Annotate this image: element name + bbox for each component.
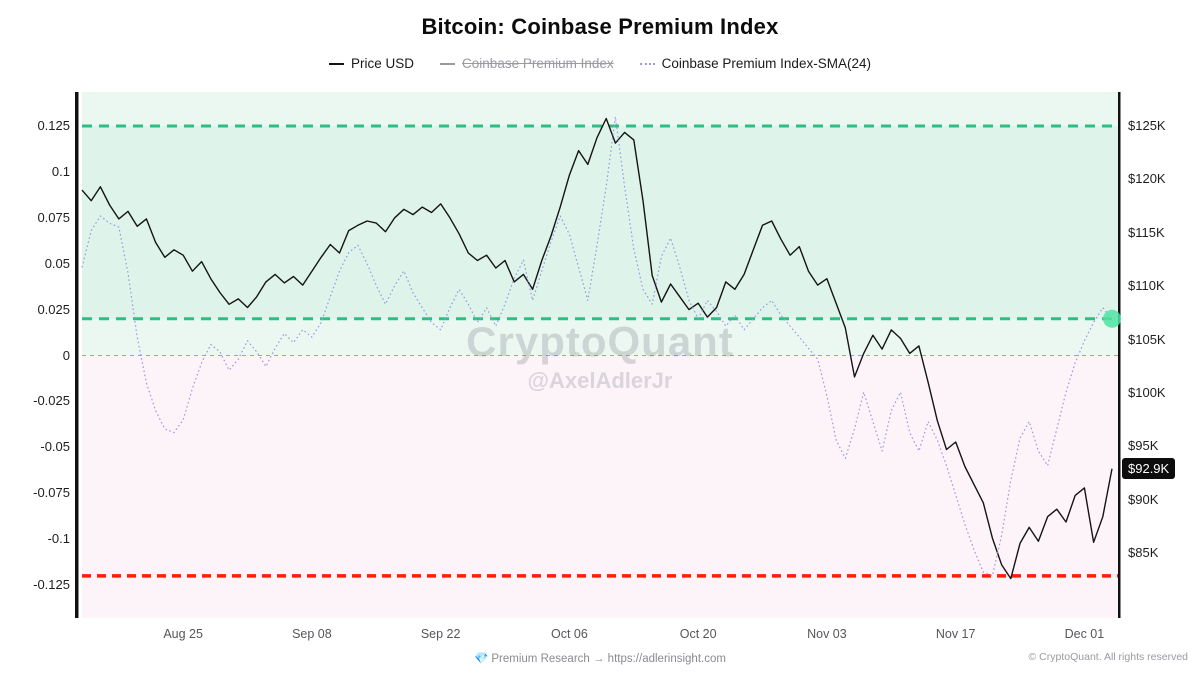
right-axis-tick: $85K: [1128, 545, 1159, 560]
left-axis-tick: 0.075: [37, 209, 70, 225]
x-axis-tick: Oct 20: [679, 627, 717, 641]
sma-line-swatch: [639, 62, 655, 65]
legend-item-premium-sma24[interactable]: Coinbase Premium Index-SMA(24): [639, 56, 871, 71]
right-axis-tick: $120K: [1128, 171, 1166, 187]
x-axis-tick: Aug 25: [163, 627, 203, 641]
current-price-badge: $92.9K: [1122, 457, 1176, 479]
series-line: [81, 116, 1113, 577]
x-axis-tick: Nov 17: [935, 627, 976, 641]
legend-item-price-usd[interactable]: Price USD: [329, 56, 414, 71]
left-axis-spine: [75, 92, 79, 618]
premium-line-swatch: [440, 62, 456, 65]
legend-label: Price USD: [351, 56, 415, 71]
left-axis-tick: 0.125: [37, 118, 70, 133]
latest-sma-marker: [1103, 309, 1121, 328]
left-axis-tick: 0.025: [37, 301, 70, 317]
legend-item-coinbase-premium-index[interactable]: Coinbase Premium Index: [440, 56, 614, 71]
left-axis-tick: -0.025: [33, 393, 70, 409]
legend-label: Coinbase Premium Index-SMA(24): [661, 56, 871, 71]
left-axis-tick: -0.05: [40, 439, 70, 455]
background-zone: [82, 92, 1118, 356]
legend-label: Coinbase Premium Index: [462, 56, 614, 71]
x-axis-tick: Sep 08: [292, 627, 332, 641]
gem-icon: 💎: [474, 653, 489, 665]
right-axis-tick: $90K: [1128, 491, 1159, 507]
right-axis-tick: $110K: [1128, 278, 1165, 294]
left-axis-tick: -0.1: [47, 531, 70, 547]
right-axis-tick: $105K: [1128, 331, 1166, 347]
right-axis-tick: $115K: [1128, 224, 1165, 240]
series-line: [81, 117, 1113, 580]
right-axis-spine: [1118, 92, 1121, 618]
chart-title: Bitcoin: Coinbase Premium Index: [421, 14, 779, 39]
footer-research-text: Premium Research → https://adlerinsight.…: [491, 653, 726, 665]
right-axis-tick: $100K: [1128, 384, 1166, 400]
price-line-swatch: [329, 62, 345, 65]
footer-research-link[interactable]: 💎 Premium Research → https://adlerinsight…: [0, 651, 1200, 665]
footer-copyright: © CryptoQuant. All rights reserved: [1028, 651, 1188, 663]
legend: Price USD Coinbase Premium Index Coinbas…: [0, 56, 1200, 71]
left-axis-tick: 0.05: [44, 255, 70, 271]
left-axis-tick: -0.075: [33, 485, 70, 501]
x-axis-tick: Sep 22: [420, 627, 461, 641]
background-zone: [82, 355, 1118, 618]
x-axis-tick: Nov 03: [807, 627, 847, 641]
x-axis-tick: Oct 06: [550, 627, 588, 641]
right-axis-tick: $95K: [1128, 438, 1159, 454]
left-axis-tick: 0.1: [51, 163, 70, 179]
left-axis-tick: 0: [62, 347, 70, 363]
footer: 💎 Premium Research → https://adlerinsight…: [0, 651, 1200, 673]
x-axis-tick: Dec 01: [1064, 627, 1105, 641]
left-axis-tick: -0.125: [33, 577, 70, 592]
right-axis-tick: $125K: [1128, 118, 1166, 133]
